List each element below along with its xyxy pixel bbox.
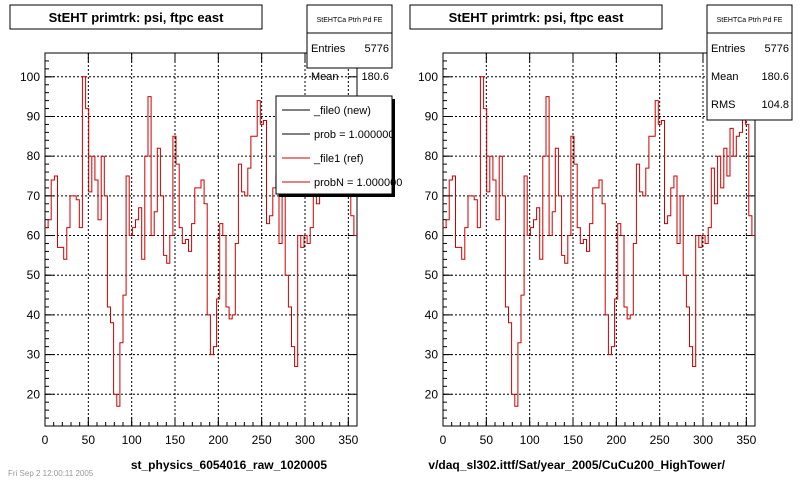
stats-label: Mean — [311, 71, 339, 83]
y-tick-label: 100 — [418, 70, 438, 84]
y-tick-label: 40 — [27, 308, 41, 322]
stats-value: 180.6 — [761, 71, 789, 83]
y-tick-label: 50 — [425, 268, 439, 282]
x-tick-label: 250 — [252, 433, 272, 447]
histogram-series — [443, 76, 755, 407]
histogram-series — [45, 76, 357, 407]
footer-timestamp: Fri Sep 2 12:00:11 2005 — [8, 469, 94, 478]
x-tick-label: 150 — [165, 433, 185, 447]
stats-label: Entries — [311, 43, 346, 55]
chart-panel-1: 0 50 100 150 200 250 300 350 20 30 40 50 60 70 80 90 100… — [9, 4, 402, 472]
y-tick-label: 90 — [425, 109, 439, 123]
stats-label: Entries — [711, 43, 746, 55]
stats-box — [306, 4, 393, 69]
x-tick-label: 100 — [520, 433, 540, 447]
title-box — [9, 4, 263, 30]
y-tick-label: 100 — [20, 70, 40, 84]
y-tick-label: 20 — [425, 387, 439, 401]
x-tick-label: 0 — [42, 433, 49, 447]
stats-value: 5776 — [365, 43, 389, 55]
x-tick-label: 0 — [440, 433, 447, 447]
x-tick-label: 50 — [480, 433, 494, 447]
y-tick-label: 50 — [27, 268, 41, 282]
title-box — [409, 4, 663, 30]
stats-box — [706, 4, 793, 121]
y-tick-label: 90 — [27, 109, 41, 123]
y-tick-label: 70 — [27, 189, 41, 203]
legend-label: _file0 (new) — [313, 105, 371, 117]
x-tick-label: 300 — [295, 433, 315, 447]
y-tick-label: 30 — [27, 348, 41, 362]
chart-title: StEHT primtrk: psi, ftpc east — [49, 10, 224, 25]
stats-value: 104.8 — [761, 99, 789, 111]
x-tick-label: 200 — [606, 433, 626, 447]
x-tick-label: 50 — [82, 433, 96, 447]
y-tick-label: 30 — [425, 348, 439, 362]
stats-value: 180.6 — [361, 71, 389, 83]
y-tick-label: 80 — [27, 149, 41, 163]
chart-panel-2: 0 50 100 150 200 250 300 350 20 30 40 50 60 70 80 90 100… — [409, 4, 793, 472]
y-tick-label: 60 — [425, 229, 439, 243]
y-tick-label: 70 — [425, 189, 439, 203]
plot-frame — [442, 52, 756, 427]
stats-name: StEHTCa Ptrh Pd FE — [317, 17, 383, 24]
y-tick-label: 80 — [425, 149, 439, 163]
legend-label: probN = 1.000000 — [314, 177, 402, 189]
x-tick-label: 250 — [650, 433, 670, 447]
stats-value: 5776 — [765, 43, 789, 55]
x-tick-label: 300 — [693, 433, 713, 447]
stats-label: RMS — [711, 99, 735, 111]
legend-box — [275, 95, 393, 195]
x-tick-label: 100 — [122, 433, 142, 447]
x-tick-label: 150 — [563, 433, 583, 447]
x-tick-label: 350 — [736, 433, 756, 447]
y-tick-label: 60 — [27, 229, 41, 243]
chart-title: StEHT primtrk: psi, ftpc east — [449, 10, 624, 25]
x-tick-label: 350 — [338, 433, 358, 447]
x-axis-label: v/daq_sl302.ittf/Sat/year_2005/CuCu200_H… — [428, 458, 725, 472]
y-tick-label: 40 — [425, 308, 439, 322]
stats-name: StEHTCa Ptrh Pd FE — [717, 17, 783, 24]
x-tick-label: 200 — [208, 433, 228, 447]
legend-label: _file1 (ref) — [313, 153, 364, 165]
legend-label: prob = 1.000000 — [314, 129, 394, 141]
x-axis-label: st_physics_6054016_raw_1020005 — [131, 458, 327, 472]
stats-label: Mean — [711, 71, 739, 83]
y-tick-label: 20 — [27, 387, 41, 401]
